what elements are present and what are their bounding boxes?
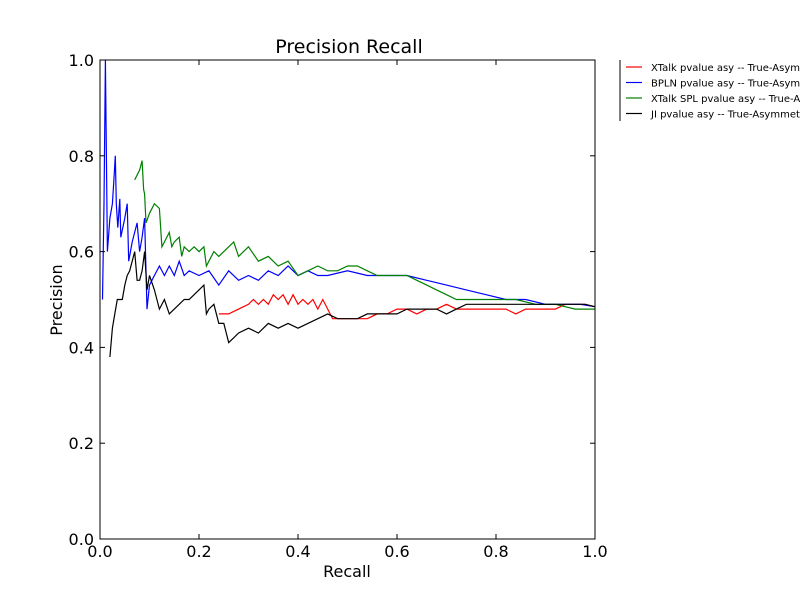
plot-frame	[99, 59, 596, 540]
y-tick-label: 0.2	[69, 434, 94, 453]
x-tick-label: 0.8	[483, 542, 508, 561]
y-tick-label: 0.4	[69, 338, 94, 357]
x-tick-label: 0.0	[87, 542, 112, 561]
y-axis-label: Precision	[47, 264, 66, 335]
tick-layer: 0.0 0.2 0.4 0.6 0.8 1.0 0.0 0.2 0.4 0.6 0.8 1.0	[69, 51, 608, 561]
series-layer	[101, 60, 595, 358]
x-tick-label: 0.6	[384, 542, 409, 561]
legend: XTalk pvalue asy -- True-Asymmetric BPLN …	[626, 63, 800, 121]
chart-title: Precision Recall	[275, 36, 423, 58]
series-line-2	[134, 160, 595, 310]
y-tick-label: 0.6	[69, 243, 94, 262]
legend-label: JI pvalue asy -- True-Asymmetric	[650, 110, 800, 121]
series-line-1	[101, 60, 595, 310]
y-tick-label: 0.0	[69, 530, 94, 549]
legend-label: BPLN pvalue asy -- True-Asymmetric	[651, 79, 800, 90]
series-line-3	[109, 251, 595, 358]
series-line-0	[218, 293, 595, 320]
y-tick-label: 1.0	[69, 51, 94, 70]
legend-label: XTalk pvalue asy -- True-Asymmetric	[651, 63, 800, 74]
x-axis-label: Recall	[323, 562, 371, 581]
y-tick-label: 0.8	[69, 147, 94, 166]
x-tick-label: 0.2	[186, 542, 211, 561]
x-tick-label: 0.4	[285, 542, 310, 561]
legend-label: XTalk SPL pvalue asy -- True-Asymmetric	[651, 94, 800, 105]
x-tick-label: 1.0	[582, 542, 607, 561]
